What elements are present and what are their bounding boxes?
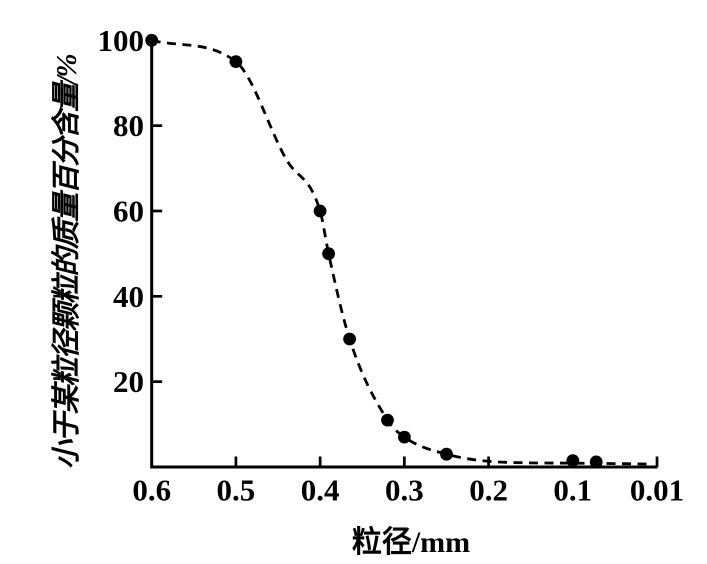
data-point	[398, 430, 411, 444]
data-point	[313, 204, 327, 218]
y-axis-title: 小于某粒径颗粒的质量百分含量/%	[51, 54, 83, 470]
x-axis-title: 粒径/mm	[351, 526, 471, 559]
y-tick-label: 40	[113, 279, 144, 314]
x-tick-label: 0.4	[301, 473, 340, 508]
data-point	[381, 413, 394, 427]
x-tick-label: 0.01	[630, 473, 684, 508]
x-tick-label: 0.2	[469, 473, 508, 508]
y-tick-label: 100	[98, 23, 145, 58]
data-point	[229, 55, 243, 68]
distribution-curve	[151, 38, 650, 466]
x-tick-label: 0.1	[553, 473, 592, 508]
x-tick-label: 0.5	[217, 473, 256, 508]
axis-lines	[150, 38, 658, 469]
data-point	[566, 454, 580, 467]
x-tick-label: 0.6	[132, 473, 171, 508]
data-point	[440, 447, 453, 461]
data-point	[145, 33, 159, 47]
y-tick-label: 80	[113, 108, 144, 143]
data-point	[322, 247, 335, 261]
x-tick-label: 0.3	[385, 473, 424, 508]
y-tick-label: 20	[113, 364, 144, 399]
data-point	[343, 332, 356, 346]
data-point	[589, 455, 603, 469]
y-tick-label: 60	[113, 193, 144, 228]
